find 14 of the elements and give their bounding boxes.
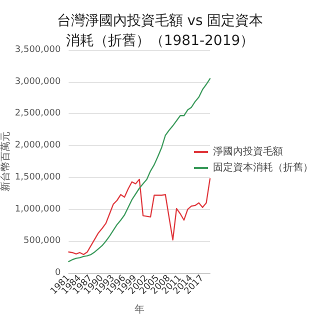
x-axis-title: 年 xyxy=(134,304,144,316)
legend-label: 固定資本消耗（折舊） xyxy=(213,162,313,174)
y-axis-title: 新台幣百萬元 xyxy=(0,132,12,192)
line-series xyxy=(68,78,211,262)
y-tick-label: 0 xyxy=(54,268,61,278)
y-tick-label: 1,000,000 xyxy=(14,204,61,214)
y-tick-label: 2,000,000 xyxy=(14,140,61,151)
y-tick-label: 3,000,000 xyxy=(14,76,61,87)
legend-label: 淨國內投資毛額 xyxy=(213,146,283,158)
y-tick-label: 2,500,000 xyxy=(14,108,61,119)
line-series xyxy=(68,178,211,256)
y-tick-label: 500,000 xyxy=(23,236,61,246)
y-tick-label: 1,500,000 xyxy=(14,172,61,182)
y-tick-label: 3,500,000 xyxy=(14,45,61,55)
